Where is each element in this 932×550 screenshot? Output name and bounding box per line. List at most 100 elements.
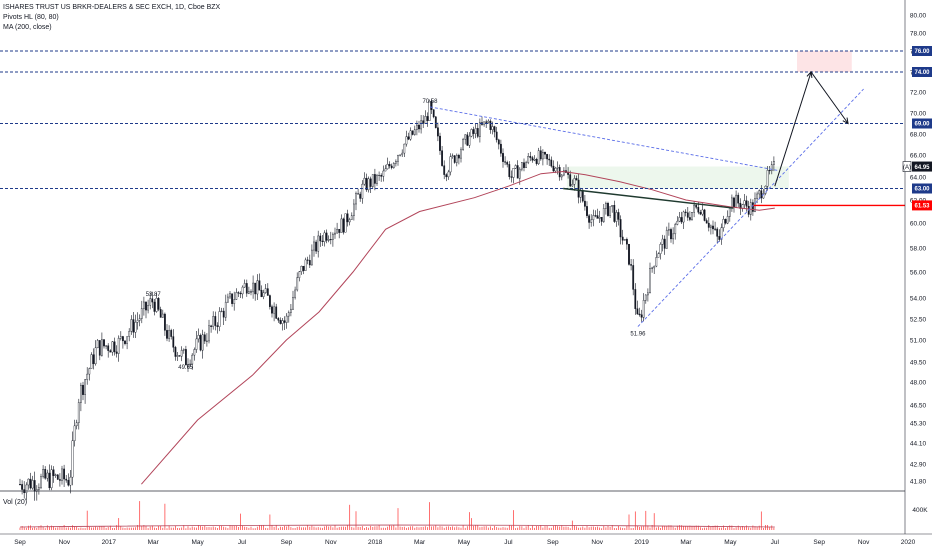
candle-body: [464, 134, 467, 140]
candle-body: [117, 338, 120, 354]
candle-body: [634, 289, 637, 309]
candle-body: [758, 190, 761, 195]
candle-body: [693, 204, 696, 213]
candle-body: [485, 121, 488, 123]
candle-body: [174, 347, 177, 357]
candle-body: [397, 155, 399, 162]
candle-body: [529, 156, 532, 158]
candle-body: [382, 170, 385, 177]
candle-body: [672, 233, 675, 240]
candle-body: [680, 217, 683, 223]
candle-body: [298, 271, 301, 278]
candle-body: [602, 208, 605, 222]
candle-body: [447, 171, 450, 178]
candle-body: [686, 212, 689, 218]
indicator-pivots-label[interactable]: Pivots HL (80, 80): [3, 14, 59, 21]
candle-body: [239, 292, 242, 295]
candle-body: [613, 205, 616, 222]
candle-body: [273, 306, 275, 314]
price-badge-prefix-box: [902, 161, 912, 172]
time-tick-label: Nov: [858, 539, 870, 546]
time-tick-label: Mar: [414, 539, 426, 546]
candle-body: [401, 152, 404, 156]
candle-body: [678, 217, 681, 222]
candle-body: [521, 162, 523, 170]
candle-body: [460, 149, 462, 159]
candle-body: [359, 193, 362, 199]
candle-body: [512, 168, 515, 178]
candle-body: [254, 282, 257, 295]
candle-body: [355, 193, 357, 205]
candle-body: [218, 311, 221, 327]
candle-body: [607, 203, 609, 216]
candle-body: [707, 222, 710, 228]
candle-body: [752, 202, 754, 212]
candle-body: [44, 468, 47, 479]
candle-body: [659, 244, 662, 254]
candle-body: [195, 338, 198, 350]
candle-body: [638, 313, 641, 316]
candle-body: [712, 225, 714, 230]
candle-body: [647, 292, 649, 296]
candle-body: [311, 249, 313, 266]
candle-body: [132, 319, 135, 333]
candle-body: [271, 306, 273, 314]
candle-body: [674, 224, 677, 235]
candle-body: [619, 219, 622, 238]
indicator-volume-label[interactable]: Vol (20): [3, 499, 28, 506]
level-76-badge-label: 76.00: [914, 49, 930, 55]
candle-body: [489, 120, 492, 130]
candle-body: [510, 176, 513, 178]
candle-body: [716, 228, 719, 237]
candle-body: [290, 308, 292, 313]
candle-body: [243, 283, 246, 288]
candle-body: [699, 212, 702, 215]
candle-body: [388, 163, 391, 167]
level-61-badge: [912, 200, 932, 211]
candle-body: [54, 474, 57, 476]
candle-body: [256, 280, 259, 295]
price-tick-label: 68.00: [910, 131, 927, 138]
candle-body: [226, 296, 229, 303]
candle-body: [187, 364, 189, 366]
candle-body: [592, 215, 595, 221]
candle-body: [636, 308, 639, 315]
time-tick-label: Jul: [238, 539, 247, 546]
candle-body: [390, 165, 393, 168]
candle-body: [31, 480, 34, 489]
candle-body: [399, 154, 401, 156]
indicator-ma-label[interactable]: MA (200, close): [3, 24, 52, 31]
ma-200-line: [141, 170, 775, 485]
candle-body: [430, 101, 433, 110]
candle-body: [163, 313, 166, 331]
candle-body: [668, 229, 670, 231]
candle-body: [92, 354, 95, 365]
candle-body: [96, 340, 99, 349]
candle-body: [405, 136, 408, 145]
time-tick-label: Nov: [591, 539, 603, 546]
candle-body: [353, 203, 355, 216]
candle-body: [644, 294, 647, 301]
candle-body: [525, 162, 528, 168]
candle-body: [329, 239, 332, 241]
candle-body: [600, 217, 603, 222]
price-tick-label: 42.90: [910, 461, 927, 468]
last-price-badge: [912, 161, 932, 172]
candle-body: [773, 161, 775, 165]
candle-body: [598, 217, 601, 219]
candle-body: [500, 143, 502, 154]
candle-body: [374, 174, 376, 184]
candle-body: [157, 297, 160, 310]
candle-body: [411, 130, 414, 135]
candle-body: [300, 265, 303, 272]
candle-body: [119, 336, 122, 339]
candle-body: [371, 174, 374, 187]
time-tick-label: May: [458, 539, 471, 546]
candle-body: [147, 304, 149, 311]
candle-body: [88, 368, 91, 375]
candle-body: [376, 175, 378, 184]
candle-body: [487, 120, 490, 123]
candle-body: [350, 215, 353, 220]
candle-body: [596, 215, 599, 219]
